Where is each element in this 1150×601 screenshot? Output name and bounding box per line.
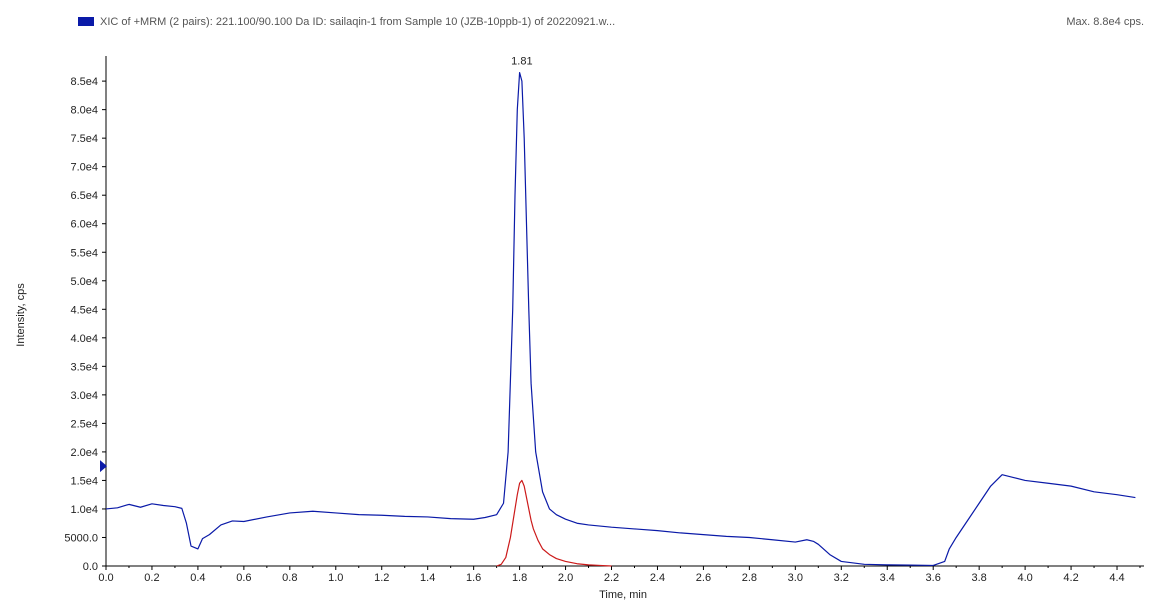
x-tick-label: 0.0 <box>98 572 113 584</box>
y-axis-marker-icon[interactable] <box>100 460 107 473</box>
axes <box>105 56 1144 567</box>
xic-trace-primary <box>105 71 1136 567</box>
x-tick-label: 4.2 <box>1063 572 1078 584</box>
xic-trace-secondary <box>496 479 612 567</box>
x-tick-label: 1.0 <box>328 572 343 584</box>
traces <box>105 71 1136 567</box>
peak-label: 1.81 <box>511 56 532 68</box>
x-tick-label: 3.2 <box>834 572 849 584</box>
x-tick-label: 1.6 <box>466 572 481 584</box>
y-axis-ticks: 0.0 5000.0 1.0e4 1.5e4 2.0e4 2.5e4 3.0e4 3.5e4 4… <box>64 76 106 573</box>
y-tick-label: 7.5e4 <box>70 133 98 145</box>
y-axis-label: Intensity, cps <box>15 283 27 347</box>
y-tick-label: 7.0e4 <box>70 162 98 174</box>
chart-title: XIC of +MRM (2 pairs): 221.100/90.100 Da… <box>100 16 616 28</box>
y-tick-label: 3.5e4 <box>70 361 98 373</box>
x-axis-ticks: 0.0 0.2 0.4 0.6 0.8 1.0 1.2 1.4 1.6 1.8 2.0 2.2 2.4 2… <box>98 566 1141 584</box>
x-tick-label: 1.2 <box>374 572 389 584</box>
x-tick-label: 3.0 <box>788 572 803 584</box>
x-tick-label: 3.4 <box>880 572 895 584</box>
x-tick-label: 0.8 <box>282 572 297 584</box>
x-tick-label: 2.4 <box>650 572 665 584</box>
x-tick-label: 0.4 <box>190 572 205 584</box>
x-tick-label: 2.8 <box>742 572 757 584</box>
y-tick-label: 2.0e4 <box>70 447 98 459</box>
y-tick-label: 5.0e4 <box>70 276 98 288</box>
x-tick-label: 3.8 <box>972 572 987 584</box>
max-intensity-label: Max. 8.8e4 cps. <box>1066 16 1144 28</box>
legend-swatch[interactable] <box>78 17 94 26</box>
y-tick-label: 5.5e4 <box>70 247 98 259</box>
x-tick-label: 2.2 <box>604 572 619 584</box>
y-tick-label: 1.5e4 <box>70 475 98 487</box>
x-tick-label: 2.0 <box>558 572 573 584</box>
y-tick-label: 1.0e4 <box>70 504 98 516</box>
x-axis-label: Time, min <box>599 589 647 601</box>
x-tick-label: 4.0 <box>1017 572 1032 584</box>
x-tick-label: 1.8 <box>512 572 527 584</box>
x-tick-label: 1.4 <box>420 572 435 584</box>
y-tick-label: 4.5e4 <box>70 304 98 316</box>
y-tick-label: 5000.0 <box>64 532 98 544</box>
y-tick-label: 0.0 <box>83 561 98 573</box>
x-tick-label: 4.4 <box>1109 572 1124 584</box>
x-tick-label: 0.6 <box>236 572 251 584</box>
x-tick-label: 3.6 <box>926 572 941 584</box>
y-tick-label: 3.0e4 <box>70 390 98 402</box>
y-tick-label: 2.5e4 <box>70 418 98 430</box>
y-tick-label: 8.5e4 <box>70 76 98 88</box>
y-tick-label: 8.0e4 <box>70 105 98 117</box>
x-tick-label: 0.2 <box>144 572 159 584</box>
y-tick-label: 4.0e4 <box>70 333 98 345</box>
y-tick-label: 6.0e4 <box>70 219 98 231</box>
x-tick-label: 2.6 <box>696 572 711 584</box>
y-tick-label: 6.5e4 <box>70 190 98 202</box>
